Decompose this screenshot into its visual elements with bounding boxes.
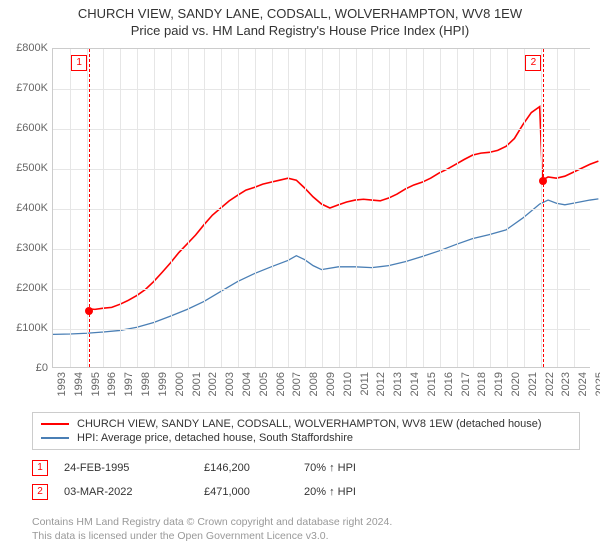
x-tick-label: 2005 — [258, 372, 270, 396]
x-tick-label: 1994 — [73, 372, 85, 396]
x-tick-label: 2002 — [207, 372, 219, 396]
y-tick-label: £500K — [2, 162, 48, 174]
marker-badge-1: 1 — [32, 460, 48, 476]
legend-label-property: CHURCH VIEW, SANDY LANE, CODSALL, WOLVER… — [77, 418, 542, 430]
x-tick-label: 2025 — [594, 372, 600, 396]
legend-swatch-property — [41, 423, 69, 425]
x-tick-label: 2011 — [359, 372, 371, 396]
legend-swatch-hpi — [41, 437, 69, 439]
marker-dot-1 — [85, 307, 93, 315]
x-tick-label: 2018 — [476, 372, 488, 396]
y-tick-label: £100K — [2, 322, 48, 334]
x-tick-label: 2015 — [426, 372, 438, 396]
x-tick-label: 1993 — [56, 372, 68, 396]
legend-row-hpi: HPI: Average price, detached house, Sout… — [41, 431, 571, 445]
y-tick-label: £0 — [2, 362, 48, 374]
marker-delta-1: 70% ↑ HPI — [304, 462, 404, 474]
x-tick-label: 1996 — [106, 372, 118, 396]
series-line-property — [89, 107, 598, 310]
y-tick-label: £300K — [2, 242, 48, 254]
marker-flag-2: 2 — [525, 55, 541, 71]
x-tick-label: 1999 — [157, 372, 169, 396]
legend-row-property: CHURCH VIEW, SANDY LANE, CODSALL, WOLVER… — [41, 417, 571, 431]
marker-price-1: £146,200 — [204, 462, 304, 474]
x-tick-label: 2023 — [560, 372, 572, 396]
marker-row-1: 1 24-FEB-1995 £146,200 70% ↑ HPI — [32, 456, 580, 480]
x-tick-label: 2007 — [291, 372, 303, 396]
series-line-hpi — [53, 199, 598, 335]
legend-box: CHURCH VIEW, SANDY LANE, CODSALL, WOLVER… — [32, 412, 580, 450]
title-block: CHURCH VIEW, SANDY LANE, CODSALL, WOLVER… — [0, 0, 600, 40]
marker-row-2: 2 03-MAR-2022 £471,000 20% ↑ HPI — [32, 480, 580, 504]
x-tick-label: 1998 — [140, 372, 152, 396]
x-tick-label: 2021 — [527, 372, 539, 396]
x-tick-label: 2006 — [275, 372, 287, 396]
footer-line-2: This data is licensed under the Open Gov… — [32, 530, 392, 544]
plot-area: 12 — [52, 48, 590, 368]
y-tick-label: £200K — [2, 282, 48, 294]
marker-date-2: 03-MAR-2022 — [64, 486, 204, 498]
y-tick-label: £600K — [2, 122, 48, 134]
y-tick-label: £800K — [2, 42, 48, 54]
marker-date-1: 24-FEB-1995 — [64, 462, 204, 474]
footer-line-1: Contains HM Land Registry data © Crown c… — [32, 516, 392, 530]
x-tick-label: 2004 — [241, 372, 253, 396]
x-tick-label: 2009 — [325, 372, 337, 396]
x-tick-label: 2016 — [443, 372, 455, 396]
marker-flag-1: 1 — [71, 55, 87, 71]
marker-price-2: £471,000 — [204, 486, 304, 498]
x-tick-label: 2014 — [409, 372, 421, 396]
x-tick-label: 2001 — [191, 372, 203, 396]
y-tick-label: £700K — [2, 82, 48, 94]
x-tick-label: 2013 — [392, 372, 404, 396]
y-tick-label: £400K — [2, 202, 48, 214]
marker-delta-2: 20% ↑ HPI — [304, 486, 404, 498]
footer-attribution: Contains HM Land Registry data © Crown c… — [32, 516, 392, 543]
x-tick-label: 2019 — [493, 372, 505, 396]
x-tick-label: 2010 — [342, 372, 354, 396]
x-tick-label: 2003 — [224, 372, 236, 396]
x-tick-label: 2020 — [510, 372, 522, 396]
marker-badge-2: 2 — [32, 484, 48, 500]
marker-dot-2 — [539, 177, 547, 185]
x-tick-label: 1995 — [90, 372, 102, 396]
marker-table: 1 24-FEB-1995 £146,200 70% ↑ HPI 2 03-MA… — [32, 456, 580, 504]
x-tick-label: 2024 — [577, 372, 589, 396]
marker-line-2 — [543, 49, 544, 367]
x-tick-label: 2012 — [375, 372, 387, 396]
x-tick-label: 2017 — [460, 372, 472, 396]
x-tick-label: 1997 — [123, 372, 135, 396]
title-line-1: CHURCH VIEW, SANDY LANE, CODSALL, WOLVER… — [0, 6, 600, 23]
title-line-2: Price paid vs. HM Land Registry's House … — [0, 23, 600, 40]
marker-line-1 — [89, 49, 90, 367]
x-tick-label: 2008 — [308, 372, 320, 396]
x-tick-label: 2022 — [544, 372, 556, 396]
chart-container: CHURCH VIEW, SANDY LANE, CODSALL, WOLVER… — [0, 0, 600, 560]
legend-label-hpi: HPI: Average price, detached house, Sout… — [77, 432, 353, 444]
x-tick-label: 2000 — [174, 372, 186, 396]
